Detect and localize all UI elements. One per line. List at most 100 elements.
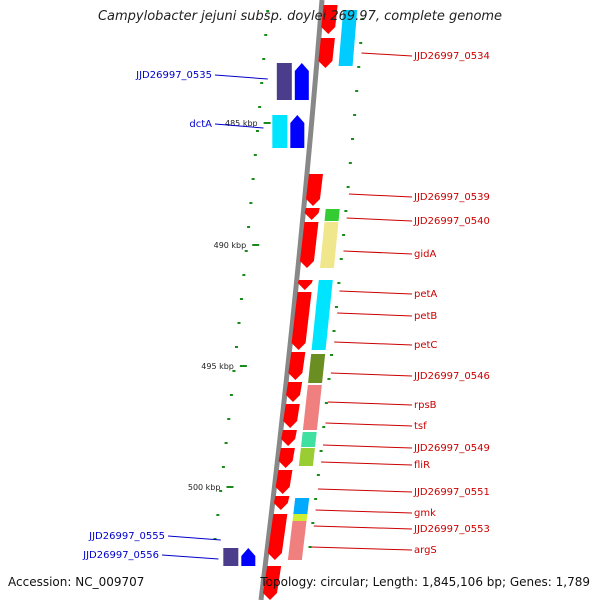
outer-ring-dot (251, 178, 255, 180)
cds-block (275, 470, 293, 494)
right-leader-line (361, 52, 413, 57)
cds-block (278, 448, 295, 468)
right-gene-label: petB (414, 311, 437, 322)
outer-ring-dot (239, 298, 243, 300)
outer-ring-dot (249, 202, 253, 204)
right-leader-line (315, 509, 413, 514)
right-gene-label: JJD26997_0551 (413, 487, 490, 498)
reverse-features: JJD26997_0534 JJD26997_0539 JJD26997_0540g… (263, 5, 490, 600)
right-gene-label: JJD26997_0539 (413, 192, 490, 203)
outer-ring-dot (258, 106, 262, 108)
right-leader-line (343, 250, 413, 255)
cog-box (272, 115, 288, 148)
inner-ring-dot (344, 210, 348, 212)
cds-block (267, 514, 288, 560)
right-leader-line (337, 312, 413, 317)
inner-ring-dot (334, 306, 338, 308)
right-gene-label: gidA (414, 249, 436, 260)
inner-ring-dot (308, 546, 312, 548)
inner-ring-dot (346, 186, 350, 188)
cog-box (293, 498, 310, 514)
right-gene-label: rpsB (414, 400, 437, 411)
cog-box (311, 280, 333, 350)
inner-ring-dot (322, 426, 326, 428)
cog-box (338, 10, 358, 66)
left-leader-line (167, 535, 221, 541)
inner-ring-dot (337, 282, 341, 284)
inner-ring-dot (357, 66, 361, 68)
outer-ring-dot (244, 250, 248, 252)
inner-ring-dot (327, 378, 331, 380)
inner-ring-dot (342, 234, 346, 236)
forward-gene-arrow (290, 115, 305, 148)
cds-block (288, 352, 306, 380)
right-gene-label: JJD26997_0553 (413, 524, 490, 535)
outer-ring-dot (216, 514, 220, 516)
right-leader-line (317, 488, 413, 493)
right-leader-line (330, 372, 413, 377)
outer-ring-dot (221, 466, 225, 468)
cds-block (321, 5, 338, 34)
outer-ring-dot (227, 418, 231, 420)
cds-block (299, 222, 319, 268)
inner-ring-dot (311, 522, 315, 524)
cog-box (276, 63, 292, 100)
right-gene-label: petA (414, 289, 437, 300)
right-gene-label: gmk (414, 508, 436, 519)
outer-ring-dot (266, 10, 270, 12)
forward-gene-arrow (294, 63, 309, 100)
genome-stats-text: Topology: circular; Length: 1,845,106 bp… (260, 575, 590, 589)
genome-backbone (258, 0, 325, 600)
inner-ring-dot (324, 402, 328, 404)
scale-tick-label: 500 kbp (188, 483, 221, 492)
cds-block (263, 566, 282, 600)
right-leader-line (323, 444, 413, 449)
outer-ring-dot (234, 346, 238, 348)
outer-ring-dot (213, 538, 217, 540)
inner-ring-dot (359, 42, 363, 44)
outer-ring-dot (232, 370, 236, 372)
cog-box (319, 222, 339, 268)
cds-block (297, 280, 313, 290)
genome-title: Campylobacter jejuni subsp. doylei 269.9… (97, 9, 503, 24)
inner-ring-dot (355, 90, 359, 92)
left-gene-label: JJD26997_0556 (82, 550, 159, 561)
right-leader-line (311, 546, 413, 551)
forward-gene-arrow (241, 548, 256, 566)
inner-ring-dot (314, 498, 318, 500)
cds-block (304, 208, 320, 220)
left-gene-label: JJD26997_0555 (88, 531, 165, 542)
right-leader-line (346, 217, 413, 222)
forward-features: JJD26997_0535 dctA JJD26997_0555 JJD26997_0… (82, 63, 309, 566)
inner-ring-dot (350, 138, 354, 140)
scale-tick (239, 365, 247, 367)
right-gene-label: JJD26997_0540 (413, 216, 490, 227)
cds-block (286, 382, 303, 402)
scale-tick (252, 244, 260, 246)
outer-ring-dot (242, 274, 246, 276)
right-gene-label: tsf (414, 421, 427, 432)
cds-block (305, 174, 323, 206)
accession-text: Accession: NC_009707 (8, 575, 145, 589)
inner-ring-dot (316, 474, 320, 476)
right-gene-label: argS (414, 545, 437, 556)
scale-tick-label: 490 kbp (214, 241, 247, 250)
position-dots (213, 10, 365, 548)
outer-ring-dot (264, 34, 268, 36)
right-leader-line (321, 461, 413, 466)
right-gene-label: JJD26997_0534 (413, 51, 490, 62)
outer-ring-dot (253, 154, 257, 156)
left-leader-line (214, 123, 264, 129)
inner-ring-dot (339, 258, 343, 260)
left-leader-line (214, 74, 268, 80)
scale-tick-label: 495 kbp (201, 362, 234, 371)
cog-box (287, 521, 307, 560)
cds-block (273, 496, 290, 510)
inner-ring-dot (348, 162, 352, 164)
outer-ring-dot (224, 442, 228, 444)
outer-ring-dot (260, 82, 264, 84)
outer-ring-dot (219, 490, 223, 492)
cog-box (292, 514, 308, 521)
outer-ring-dot (247, 226, 251, 228)
